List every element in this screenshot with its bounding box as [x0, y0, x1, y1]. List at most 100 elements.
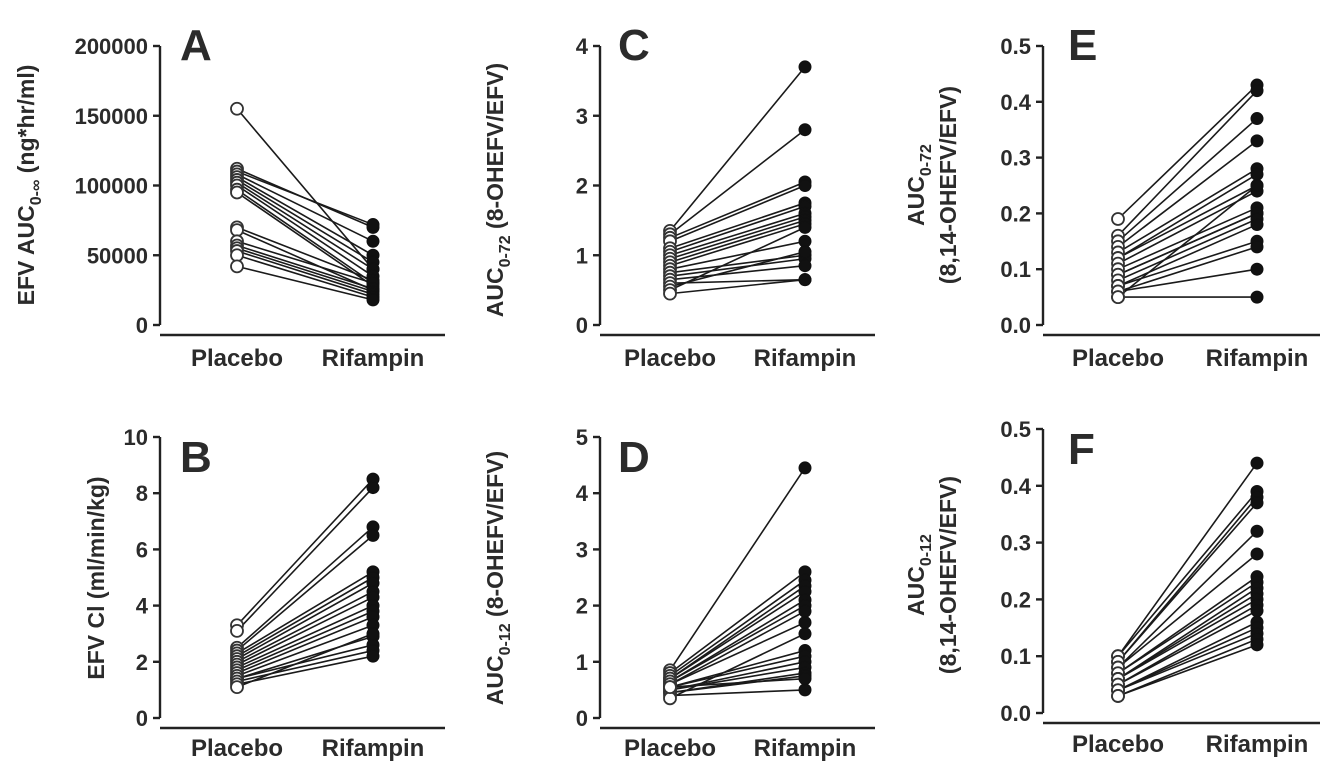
rifampin-point	[798, 220, 812, 234]
y-tick-label: 4	[136, 594, 149, 619]
placebo-point	[663, 286, 677, 301]
placebo-point	[230, 259, 244, 274]
subject-line	[1117, 168, 1258, 254]
subject-line	[669, 278, 806, 295]
y-tick-label: 150000	[75, 104, 148, 129]
rifampin-point	[366, 218, 380, 232]
rifampin-point	[1250, 547, 1264, 561]
y-tick-label: 0	[576, 313, 588, 338]
subject-line	[1117, 212, 1258, 276]
subject-line	[236, 632, 374, 688]
subject-line	[236, 534, 374, 652]
rifampin-point	[1250, 262, 1264, 276]
y-tick-label: 100000	[75, 174, 148, 199]
rifampin-point	[1250, 84, 1264, 98]
subject-line	[236, 635, 374, 680]
y-tick-label: 0	[576, 706, 588, 731]
rifampin-point	[1250, 524, 1264, 538]
subject-line	[1117, 223, 1258, 287]
placebo-point	[230, 185, 244, 200]
y-tick-label: 5	[576, 425, 588, 450]
y-tick-label: 200000	[75, 34, 148, 59]
subject-line	[669, 129, 806, 235]
subject-line	[669, 257, 806, 277]
rifampin-point	[1250, 456, 1264, 470]
y-tick-label: 1	[576, 243, 588, 268]
subject-line	[669, 226, 806, 291]
subject-line	[236, 176, 374, 256]
subject-line	[1117, 184, 1258, 298]
panel-a: 0 50000 100000 150000 200000 Placebo Rifampin A…	[13, 21, 445, 372]
subject-line	[1117, 90, 1258, 237]
y-tick-label: 0.1	[1000, 257, 1031, 282]
subject-line	[669, 181, 806, 239]
subject-line	[236, 610, 374, 671]
rifampin-point	[798, 123, 812, 137]
subject-line	[669, 202, 806, 250]
subject-line	[236, 616, 374, 674]
rifampin-point	[798, 179, 812, 192]
rifampin-point	[1250, 290, 1264, 304]
x-category-label: Placebo	[624, 735, 716, 762]
rifampin-point	[366, 234, 380, 248]
subject-line	[1117, 638, 1258, 697]
subject-line	[236, 265, 374, 301]
subject-line	[1117, 490, 1258, 657]
y-tick-label: 0	[136, 313, 148, 338]
x-category-label: Rifampin	[1206, 345, 1309, 372]
subject-line	[669, 610, 806, 685]
y-tick-label: 3	[576, 537, 588, 562]
rifampin-point	[1250, 604, 1264, 618]
rifampin-point	[366, 293, 380, 307]
y-tick-label: 6	[136, 537, 148, 562]
placebo-point	[663, 680, 677, 694]
y-tick-label: 0.2	[1000, 587, 1031, 612]
rifampin-point	[1250, 240, 1264, 254]
y-tick-label: 8	[136, 481, 148, 506]
rifampin-point	[1250, 638, 1264, 652]
subject-line	[236, 655, 374, 686]
subject-line	[236, 170, 374, 226]
rifampin-point	[798, 461, 812, 475]
x-category-label: Placebo	[191, 345, 283, 372]
subject-line	[236, 184, 374, 277]
y-tick-label: 0	[136, 706, 148, 731]
x-category-label: Placebo	[1072, 345, 1164, 372]
subject-line	[236, 478, 374, 626]
y-tick-label: 0.2	[1000, 201, 1031, 226]
subject-line	[236, 247, 374, 293]
placebo-point	[230, 680, 244, 694]
rifampin-point	[1250, 167, 1264, 181]
subject-line	[669, 216, 806, 260]
x-category-label: Rifampin	[754, 735, 857, 762]
y-tick-label: 3	[576, 104, 588, 129]
subject-line	[236, 250, 374, 296]
subject-line	[236, 624, 374, 677]
x-category-label: Placebo	[624, 345, 716, 372]
panel-d: 0 1 2 3 4 5 Placebo Rifampin D AUC0-12 (8-OHEFV/E…	[482, 425, 875, 762]
subject-line	[1117, 587, 1258, 680]
subject-line	[1117, 462, 1258, 657]
subject-line	[1117, 598, 1258, 680]
subject-line	[669, 571, 806, 674]
placebo-point	[1111, 689, 1125, 703]
subject-line	[669, 604, 806, 683]
subject-line	[1117, 207, 1258, 270]
subject-line	[1117, 553, 1258, 669]
y-tick-label: 1	[576, 650, 588, 675]
subject-line	[1117, 632, 1258, 692]
panel-letter: D	[618, 433, 650, 482]
rifampin-point	[1250, 218, 1264, 232]
rifampin-point	[1250, 134, 1264, 148]
subject-line	[669, 219, 806, 263]
y-tick-label: 0.4	[1000, 90, 1031, 115]
subject-line	[236, 229, 374, 291]
subject-line	[1117, 530, 1258, 669]
rifampin-point	[1250, 112, 1264, 126]
rifampin-point	[366, 481, 380, 495]
subject-line	[236, 526, 374, 649]
placebo-point	[230, 101, 244, 116]
subject-line	[669, 184, 806, 243]
x-category-label: Placebo	[1072, 731, 1164, 758]
subject-line	[236, 590, 374, 663]
